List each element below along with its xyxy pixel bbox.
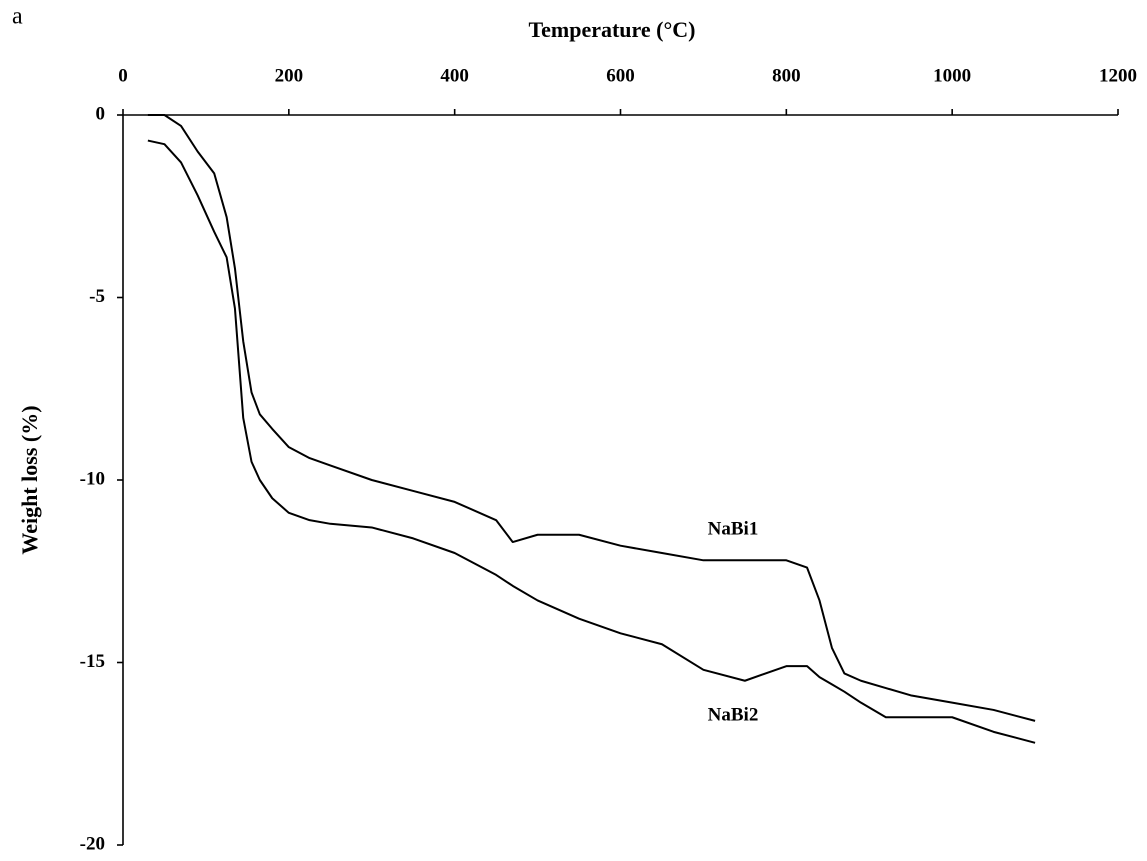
x-tick-label: 1000 (933, 65, 971, 86)
y-axis-title: Weight loss (%) (17, 405, 42, 554)
y-tick-label: -5 (89, 286, 105, 307)
y-tick-label: -10 (80, 468, 105, 489)
x-tick-label: 800 (772, 65, 801, 86)
x-tick-label: 600 (606, 65, 635, 86)
x-axis-title: Temperature (°C) (528, 17, 695, 42)
series-label: NaBi1 (708, 518, 759, 539)
series-label: NaBi2 (708, 704, 759, 725)
x-tick-label: 1200 (1099, 65, 1137, 86)
y-tick-label: -15 (80, 651, 105, 672)
panel-label: a (12, 4, 23, 30)
series-line (147, 114, 1036, 722)
y-tick-label: -20 (80, 833, 105, 854)
x-tick-label: 0 (118, 65, 128, 86)
series-line (147, 139, 1036, 744)
y-tick-label: 0 (96, 103, 106, 124)
x-tick-label: 200 (275, 65, 304, 86)
x-tick-label: 400 (440, 65, 469, 86)
